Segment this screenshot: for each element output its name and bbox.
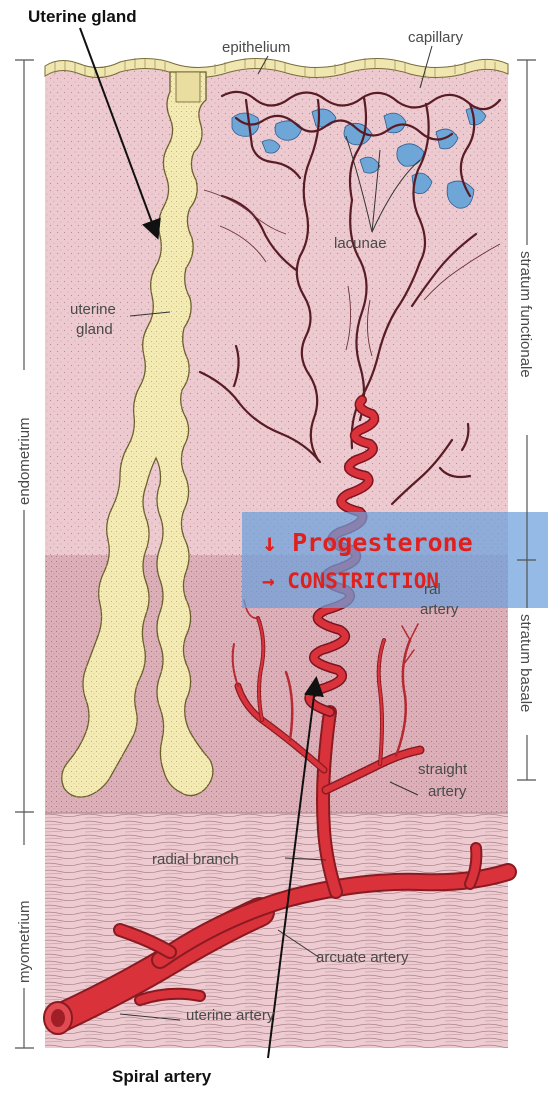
spiral-artery-title: Spiral artery xyxy=(112,1067,212,1086)
stratum-basale-label: stratum basale xyxy=(517,614,534,712)
overlay-line-constriction: → CONSTRICTION xyxy=(262,569,439,593)
straight-artery-label-line1: straight xyxy=(418,761,468,778)
overlay-band xyxy=(242,512,548,608)
lacunae-label: lacunae xyxy=(334,235,387,252)
capillary-label: capillary xyxy=(408,29,464,46)
labels: Uterine gland epithelium capillary lacun… xyxy=(28,7,468,1086)
spiral-artery-label-line1: ral xyxy=(424,581,441,598)
myometrium-label: myometrium xyxy=(16,900,33,983)
side-brackets xyxy=(15,59,536,1049)
uterine-gland-title: Uterine gland xyxy=(28,7,137,26)
uterine-gland-label-line2: gland xyxy=(76,321,113,338)
uterine-gland-shape xyxy=(61,71,214,798)
uterine-gland-arrow xyxy=(79,27,161,240)
capillary-fine-vessels xyxy=(203,189,501,357)
uterine-gland-label-line1: uterine xyxy=(70,301,116,318)
annotation-arrows xyxy=(79,27,324,1059)
spiral-artery-label-line2: artery xyxy=(420,601,459,618)
arteries xyxy=(43,599,517,1035)
overlay-line-progesterone: ↓ Progesterone xyxy=(262,528,473,557)
leader-lines xyxy=(119,45,433,1021)
radial-branch-label: radial branch xyxy=(152,851,239,868)
epithelium-label: epithelium xyxy=(222,39,290,56)
straight-artery-label-line2: artery xyxy=(428,783,467,800)
arcuate-artery-label: arcuate artery xyxy=(316,949,409,966)
stratum-functionale-label: stratum functionale xyxy=(517,251,534,378)
spiral-artery-arrow xyxy=(267,676,324,1059)
uterine-artery-label: uterine artery xyxy=(186,1007,275,1024)
progesterone-overlay: ↓ Progesterone → CONSTRICTION xyxy=(242,512,548,608)
endometrium-label: endometrium xyxy=(16,417,33,505)
side-labels: endometrium myometrium stratum functiona… xyxy=(16,251,534,983)
capillary-network xyxy=(198,90,502,506)
